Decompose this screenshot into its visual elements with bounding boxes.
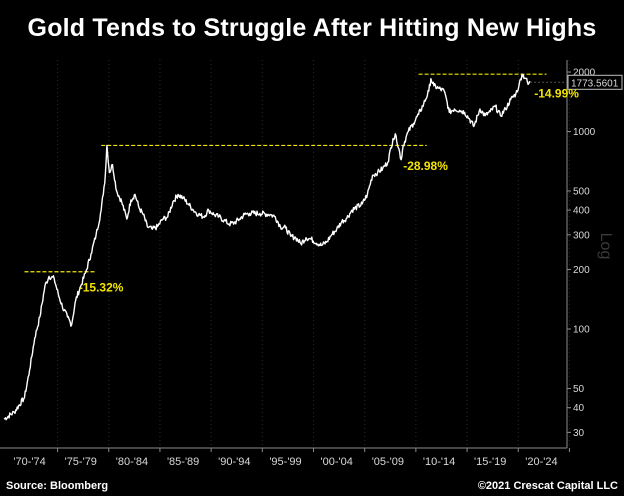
y-tick-label: 300: [573, 230, 590, 241]
x-tick-label: '00-'04: [321, 456, 353, 468]
gridlines: [57, 60, 570, 448]
x-tick-label: '90-'94: [218, 456, 250, 468]
drawdown-annotation: -15.32%: [79, 280, 124, 294]
y-tick-label: 2000: [573, 67, 596, 78]
x-tick-label: '95-'99: [269, 456, 301, 468]
drawdown-annotation: -14.99%: [534, 86, 579, 100]
y-tick-label: 1000: [573, 127, 596, 138]
x-tick-label: '05-'09: [372, 456, 404, 468]
gold-price-line: [3, 73, 531, 421]
source-note: Source: Bloomberg: [6, 480, 109, 492]
x-tick-label: '20-'24: [525, 456, 557, 468]
reference-lines: [24, 73, 547, 273]
x-tick-label: '80-'84: [116, 456, 148, 468]
x-tick-label: '10-'14: [423, 456, 455, 468]
price-line-layer: [3, 73, 531, 421]
annotations: -15.32% -28.98% -14.99%: [79, 86, 580, 294]
copyright-note: ©2021 Crescat Capital LLC: [477, 480, 618, 492]
y-axis-label: Log: [597, 233, 614, 260]
last-value-badge: [567, 74, 623, 90]
axes: 30 40 50 100 200 300 400 500 1000 2000 '70-'74 '75-…: [0, 60, 623, 468]
y-tick-label: 40: [573, 403, 585, 414]
x-tick-label: '85-'89: [167, 456, 199, 468]
y-tick-label: 100: [573, 325, 590, 336]
y-tick-label: 400: [573, 206, 590, 217]
drawdown-annotation: -28.98%: [403, 159, 448, 173]
y-tick-label: 200: [573, 265, 590, 276]
x-tick-label: '75-'79: [65, 456, 97, 468]
chart-title: Gold Tends to Struggle After Hitting New…: [27, 14, 597, 42]
y-tick-label: 500: [573, 186, 590, 197]
x-tick-label: '70-'74: [13, 456, 45, 468]
y-tick-label: 30: [573, 428, 585, 439]
x-tick-label: '15-'19: [474, 456, 506, 468]
y-tick-label: 50: [573, 384, 585, 395]
last-value-label: 1773.5601: [571, 78, 619, 89]
